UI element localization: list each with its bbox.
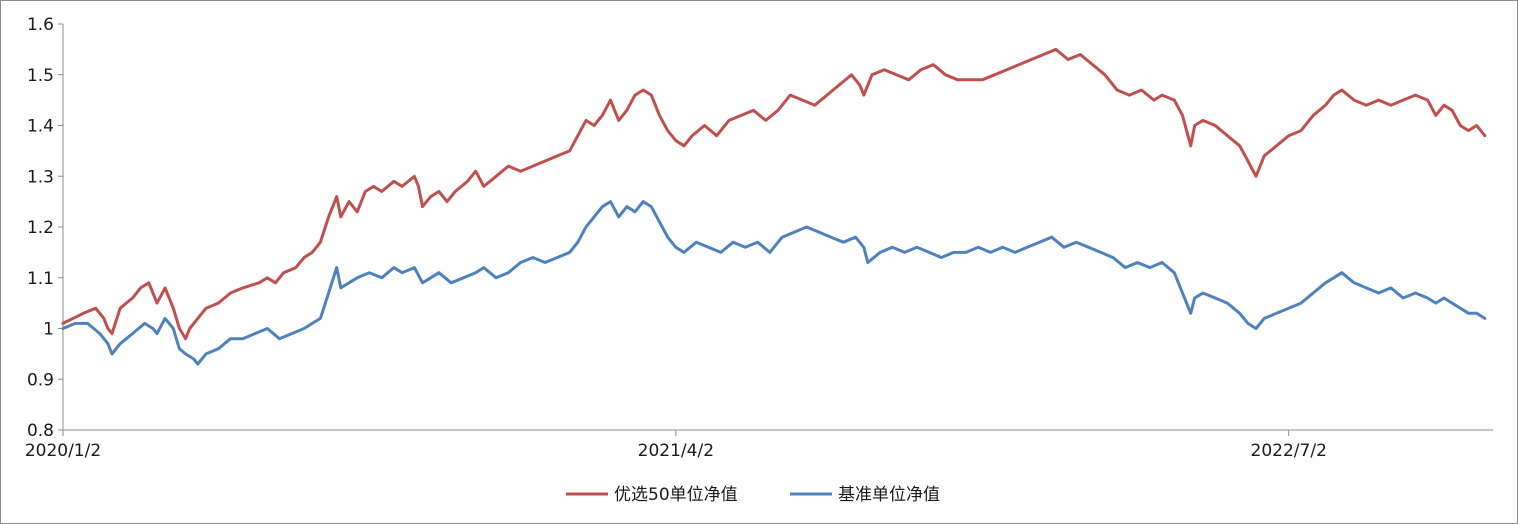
series-layer [61, 47, 1487, 366]
y-tick-label: 0.8 [27, 421, 54, 441]
x-tick-label: 2020/1/2 [25, 441, 101, 461]
x-tick-label: 2022/7/2 [1251, 441, 1327, 461]
x-axis-ticks: 2020/1/2 2021/4/2 2022/7/2 [25, 430, 1327, 461]
y-tick-label: 1.3 [27, 167, 54, 187]
y-tick-label: 1.5 [27, 66, 54, 86]
y-tick-label: 1.4 [27, 117, 54, 137]
chart-axes [62, 24, 1493, 431]
y-tick-label: 1.1 [27, 269, 54, 289]
y-tick-label: 1 [43, 320, 54, 340]
x-tick-label: 2021/4/2 [638, 441, 714, 461]
legend-label: 基准单位净值 [838, 485, 940, 505]
series-line-2 [61, 200, 1487, 366]
y-tick-label: 1.2 [27, 218, 54, 238]
y-tick-label: 1.6 [27, 15, 54, 35]
series-line-1 [61, 47, 1487, 341]
y-tick-label: 0.9 [27, 370, 54, 390]
y-axis-ticks: 0.8 0.9 1 1.1 1.2 1.3 1.4 1.5 1.6 [27, 15, 63, 441]
legend-label: 优选50单位净值 [614, 485, 738, 505]
legend: 优选50单位净值 基准单位净值 [566, 485, 940, 505]
